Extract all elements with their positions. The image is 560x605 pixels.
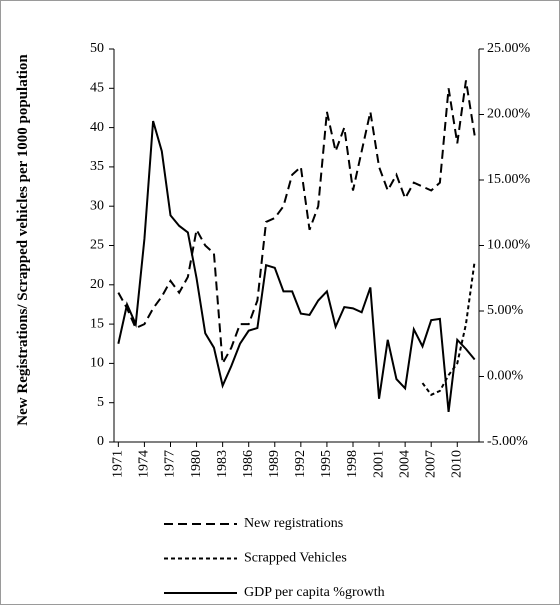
- y-tick-label: 25: [90, 238, 104, 253]
- y-tick-label: 0: [97, 434, 104, 449]
- y2-tick-label: 5.00%: [487, 303, 524, 318]
- y2-tick-label: 20.00%: [487, 107, 531, 122]
- x-tick-label: 1995: [319, 450, 334, 478]
- y2-tick-label: 10.00%: [487, 238, 531, 253]
- x-tick-label: 1980: [189, 450, 204, 478]
- y-tick-label: 35: [90, 159, 104, 174]
- y2-tick-label: 25.00%: [487, 41, 531, 56]
- legend-label: GDP per capita %growth: [244, 585, 385, 600]
- x-tick-label: 1998: [345, 450, 360, 478]
- y-tick-label: 10: [90, 356, 104, 371]
- x-tick-label: 1986: [241, 450, 256, 478]
- x-tick-label: 1977: [163, 450, 178, 478]
- series-line: [421, 261, 476, 397]
- x-tick-label: 2001: [371, 450, 386, 478]
- y-axis-label: New Registrations/ Scrapped vehicles per…: [15, 54, 31, 426]
- series-line: [117, 80, 476, 367]
- legend-label: New registrations: [244, 516, 343, 531]
- y2-tick-label: -5.00%: [487, 434, 528, 449]
- y-tick-label: 15: [90, 316, 104, 331]
- x-tick-label: 1983: [215, 450, 230, 478]
- y-tick-label: 30: [90, 198, 104, 213]
- x-tick-label: 2004: [397, 450, 412, 478]
- y-tick-label: 20: [90, 277, 104, 292]
- x-tick-label: 1974: [137, 450, 152, 478]
- y2-tick-label: 15.00%: [487, 172, 531, 187]
- y-tick-label: 5: [97, 395, 104, 410]
- x-tick-label: 1992: [293, 450, 308, 478]
- y-tick-label: 50: [90, 41, 104, 56]
- y2-tick-label: 0.00%: [487, 369, 524, 384]
- x-tick-label: 2007: [423, 450, 438, 478]
- series-line: [117, 120, 476, 412]
- x-tick-label: 2010: [449, 450, 464, 478]
- x-tick-label: 1989: [267, 450, 282, 478]
- x-tick-label: 1971: [111, 450, 126, 478]
- y-tick-label: 40: [90, 120, 104, 135]
- y-tick-label: 45: [90, 81, 104, 96]
- legend-label: Scrapped Vehicles: [244, 551, 347, 566]
